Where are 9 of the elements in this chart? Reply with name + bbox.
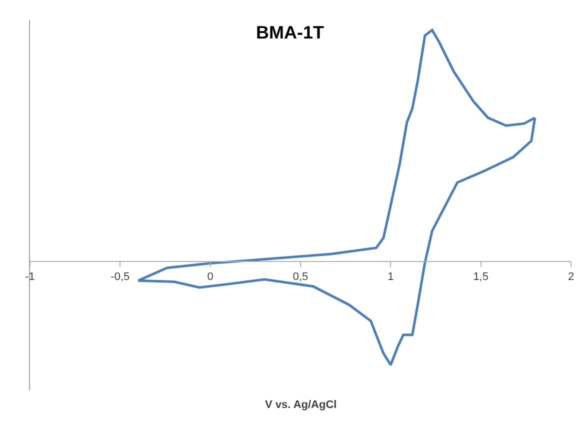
x-tick-label: 1,5 xyxy=(473,271,488,284)
chart-title: BMA-1T xyxy=(256,22,324,42)
x-tick-label: 0 xyxy=(207,271,214,284)
x-tick-label: 0,5 xyxy=(292,271,308,284)
x-axis-title: V vs. Ag/AgCl xyxy=(265,399,337,411)
x-tick-label: 2 xyxy=(568,271,574,284)
x-tick-label: -0,5 xyxy=(110,271,130,284)
x-tick-label: 1 xyxy=(388,271,394,284)
x-tick-label: -1 xyxy=(25,271,35,284)
